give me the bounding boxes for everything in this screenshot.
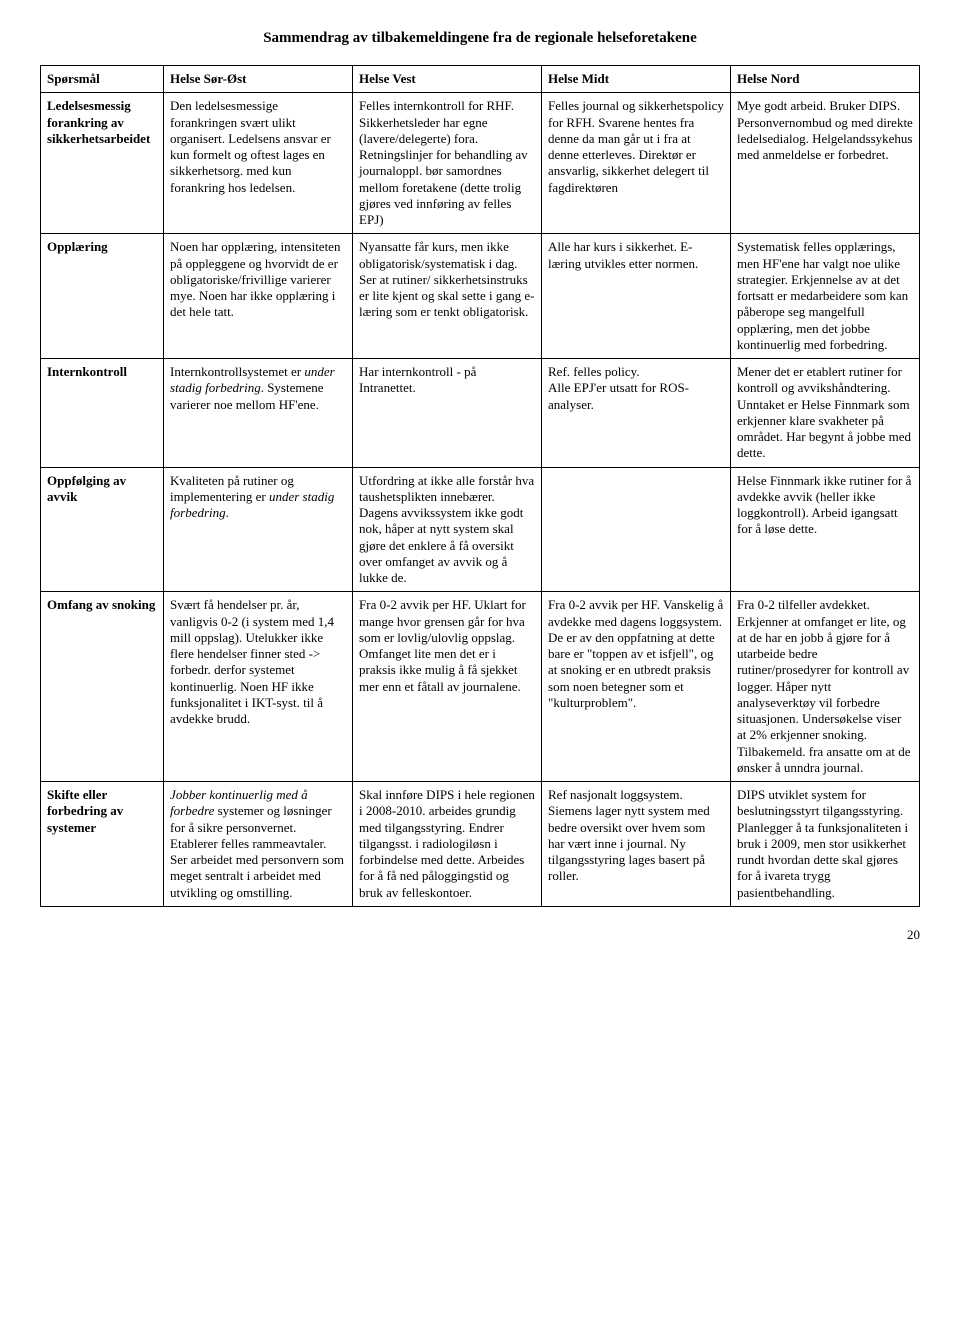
row-label: Skifte eller forbedring av systemer <box>41 782 164 907</box>
row-label: Oppfølging av avvik <box>41 467 164 592</box>
text: . <box>226 505 229 520</box>
row-label: Omfang av snoking <box>41 592 164 782</box>
table-row: Skifte eller forbedring av systemer Jobb… <box>41 782 920 907</box>
row-label: Ledelsesmessig forankring av sikkerhetsa… <box>41 93 164 234</box>
cell: DIPS utviklet system for beslutningsstyr… <box>731 782 920 907</box>
page-title: Sammendrag av tilbakemeldingene fra de r… <box>40 30 920 47</box>
page-number: 20 <box>40 927 920 943</box>
cell <box>542 467 731 592</box>
feedback-table: Spørsmål Helse Sør-Øst Helse Vest Helse … <box>40 65 920 907</box>
row-label: Opplæring <box>41 234 164 359</box>
cell: Ref nasjonalt loggsystem. Siemens lager … <box>542 782 731 907</box>
cell: Fra 0-2 tilfeller avdekket. Erkjenner at… <box>731 592 920 782</box>
cell: Fra 0-2 avvik per HF. Vanskelig å avdekk… <box>542 592 731 782</box>
header-nord: Helse Nord <box>731 66 920 93</box>
cell: Den ledelsesmessige forankringen svært u… <box>164 93 353 234</box>
cell: Mener det er etablert rutiner for kontro… <box>731 359 920 468</box>
cell: Mye godt arbeid. Bruker DIPS. Personvern… <box>731 93 920 234</box>
cell: Nyansatte får kurs, men ikke obligatoris… <box>353 234 542 359</box>
table-row: Oppfølging av avvik Kvaliteten på rutine… <box>41 467 920 592</box>
cell: Svært få hendelser pr. år, vanligvis 0-2… <box>164 592 353 782</box>
row-label: Internkontroll <box>41 359 164 468</box>
header-sporsmal: Spørsmål <box>41 66 164 93</box>
table-header-row: Spørsmål Helse Sør-Øst Helse Vest Helse … <box>41 66 920 93</box>
cell: Systematisk felles opplærings, men HF'en… <box>731 234 920 359</box>
cell: Skal innføre DIPS i hele regionen i 2008… <box>353 782 542 907</box>
cell: Alle har kurs i sikkerhet. E-læring utvi… <box>542 234 731 359</box>
cell: Har internkontroll - på Intranettet. <box>353 359 542 468</box>
header-midt: Helse Midt <box>542 66 731 93</box>
cell: Ref. felles policy. Alle EPJ'er utsatt f… <box>542 359 731 468</box>
table-row: Internkontroll Internkontrollsystemet er… <box>41 359 920 468</box>
cell: Felles internkontroll for RHF. Sikkerhet… <box>353 93 542 234</box>
cell: Fra 0-2 avvik per HF. Uklart for mange h… <box>353 592 542 782</box>
cell: Jobber kontinuerlig med å forbedre syste… <box>164 782 353 907</box>
header-vest: Helse Vest <box>353 66 542 93</box>
table-row: Opplæring Noen har opplæring, intensitet… <box>41 234 920 359</box>
cell: Utfordring at ikke alle forstår hva taus… <box>353 467 542 592</box>
table-row: Ledelsesmessig forankring av sikkerhetsa… <box>41 93 920 234</box>
cell: Helse Finnmark ikke rutiner for å avdekk… <box>731 467 920 592</box>
table-row: Omfang av snoking Svært få hendelser pr.… <box>41 592 920 782</box>
header-sorost: Helse Sør-Øst <box>164 66 353 93</box>
cell: Kvaliteten på rutiner og implementering … <box>164 467 353 592</box>
cell: Internkontrollsystemet er under stadig f… <box>164 359 353 468</box>
cell: Felles journal og sikkerhetspolicy for R… <box>542 93 731 234</box>
cell: Noen har opplæring, intensiteten på oppl… <box>164 234 353 359</box>
text: Internkontrollsystemet er <box>170 364 304 379</box>
